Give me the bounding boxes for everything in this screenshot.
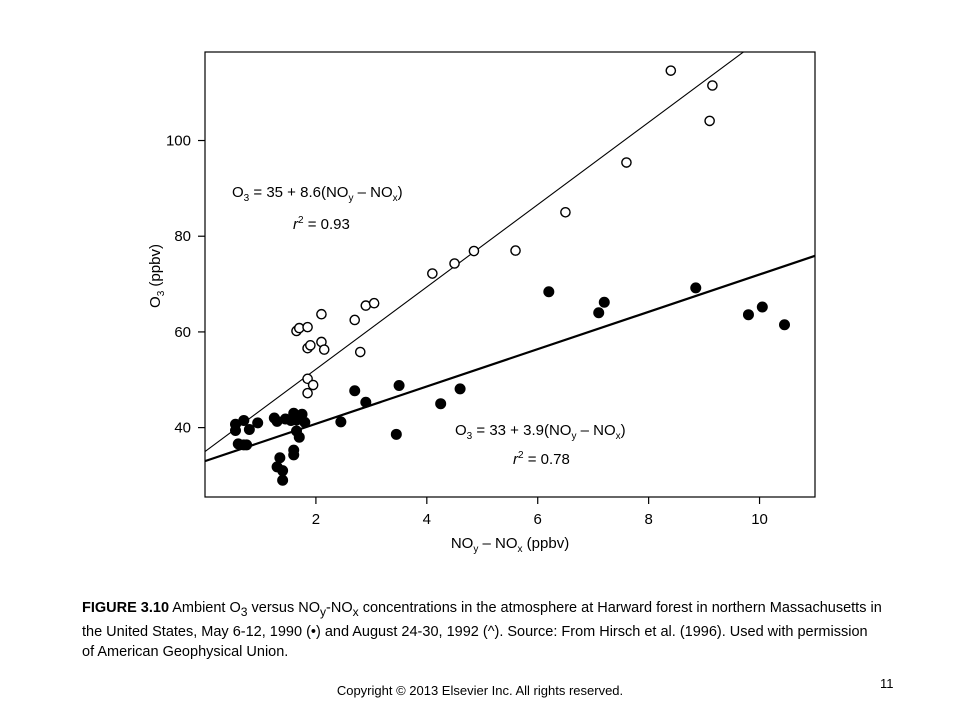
x-tick-label: 8: [644, 511, 652, 528]
scatter-plot: 2 4 6 8 10 40 60 80 100 O3 = 35 + 8.6(NOy – NOx…: [147, 51, 816, 555]
filled-circle-point: [756, 301, 768, 313]
figure-label: FIGURE 3.10: [82, 600, 170, 616]
open-circle-point: [560, 206, 571, 218]
filled-circle-point: [360, 396, 372, 408]
filled-circle-point: [299, 416, 311, 428]
open-fit-equation: O3 = 35 + 8.6(NOy – NOx): [232, 184, 403, 204]
plot-area: [204, 51, 816, 498]
filled-circle-point: [277, 465, 289, 477]
plot-frame: [204, 51, 816, 498]
filled-circle-point: [690, 282, 702, 294]
caption-text-1: Ambient O: [169, 600, 241, 616]
filled-circle-point: [252, 417, 264, 429]
open-circle-point: [665, 65, 677, 76]
open-circle-series: [291, 65, 718, 399]
open-fit-r2: r2 = 0.93: [293, 215, 350, 233]
filled-circle-point: [598, 296, 610, 308]
filled-circle-point: [274, 452, 286, 464]
x-tick-label: 6: [534, 511, 542, 528]
filled-circle-point: [543, 286, 555, 298]
open-circle-point: [704, 115, 715, 127]
x-axis: 2 4 6 8 10: [312, 497, 768, 528]
filled-circle-point: [393, 380, 405, 392]
caption-sub-3: x: [352, 604, 359, 619]
x-tick-label: 10: [751, 511, 768, 528]
filled-circle-series: [230, 282, 790, 486]
filled-circle-point: [238, 414, 250, 426]
x-axis-label: NOy – NOx (ppbv): [451, 535, 569, 555]
filled-fit-r2: r2 = 0.78: [513, 450, 570, 468]
filled-circle-point: [241, 439, 253, 451]
x-tick-label: 4: [423, 511, 431, 528]
y-axis-label: O3 (ppbv): [147, 244, 167, 308]
filled-circle-point: [454, 383, 466, 395]
filled-circle-point: [277, 474, 289, 486]
y-tick-label: 60: [174, 324, 191, 341]
open-circle-point: [707, 80, 718, 91]
caption-text-4: concentrations in the atmosphere at Harw…: [82, 600, 882, 660]
open-circle-point: [354, 346, 366, 358]
filled-circle-point: [335, 416, 347, 428]
open-circle-point: [510, 245, 521, 256]
open-circle-point: [349, 314, 361, 326]
caption-sub-2: y: [320, 604, 327, 619]
filled-circle-point: [779, 319, 790, 331]
filled-circle-point: [435, 398, 447, 410]
open-circle-point: [307, 379, 319, 391]
x-tick-label: 2: [312, 511, 320, 528]
filled-circle-point: [742, 309, 754, 321]
open-circle-point: [621, 157, 632, 168]
open-circle-point: [302, 387, 313, 399]
y-axis: 40 60 80 100: [166, 133, 205, 437]
y-tick-label: 80: [174, 228, 191, 245]
caption-text-3: -NO: [326, 600, 353, 616]
filled-fit-equation: O3 = 33 + 3.9(NOy – NOx): [455, 422, 626, 442]
caption-sub-1: 3: [240, 604, 248, 619]
filled-circle-point: [230, 424, 241, 436]
open-circle-point: [318, 344, 330, 355]
open-circle-point: [427, 268, 438, 279]
filled-circle-point: [243, 424, 255, 436]
caption-text-2: versus NO: [247, 600, 321, 616]
y-tick-label: 40: [174, 420, 191, 437]
open-circle-point: [316, 308, 327, 320]
filled-circle-point: [593, 307, 605, 319]
filled-circle-point: [349, 385, 361, 397]
open-circle-point: [305, 340, 316, 351]
y-tick-label: 100: [166, 133, 191, 150]
filled-circle-point: [288, 449, 300, 461]
figure-caption: FIGURE 3.10 Ambient O3 versus NOy-NOx co…: [82, 598, 882, 662]
open-circle-point: [368, 297, 380, 309]
copyright-notice: Copyright © 2013 Elsevier Inc. All right…: [336, 683, 624, 698]
open-circle-point: [468, 245, 480, 257]
open-circle-point: [449, 258, 460, 269]
slide-number: 11: [880, 676, 894, 691]
filled-circle-point: [390, 428, 402, 440]
open-circle-point: [302, 321, 313, 333]
filled-circle-point: [291, 425, 302, 437]
